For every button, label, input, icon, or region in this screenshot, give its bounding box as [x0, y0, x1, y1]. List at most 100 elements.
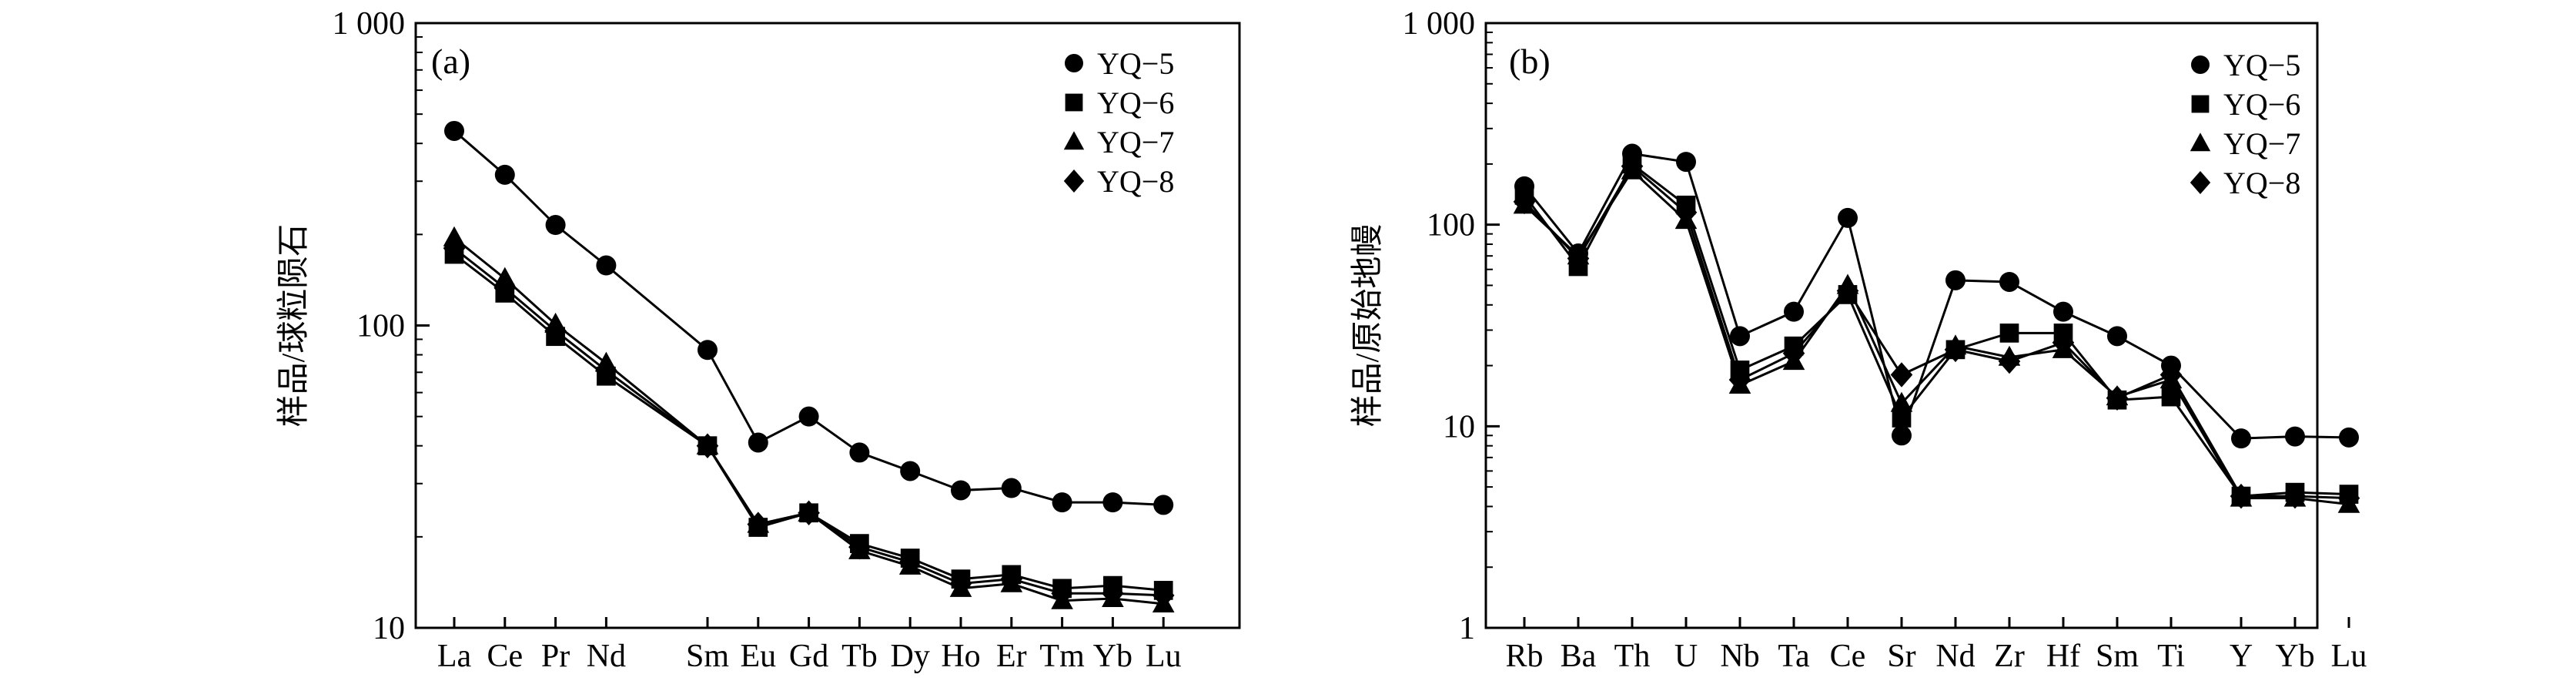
- data-point-circle: [2231, 428, 2251, 449]
- x-tick-label: Er: [996, 639, 1027, 674]
- data-point-diamond: [1567, 246, 1590, 271]
- data-point-diamond: [1102, 581, 1124, 606]
- x-tick-label: Th: [1614, 639, 1651, 674]
- data-point-circle: [951, 480, 971, 501]
- data-point-diamond: [798, 500, 820, 526]
- x-tick-label: Zr: [1994, 639, 2025, 674]
- x-tick-label: Ba: [1561, 639, 1597, 674]
- data-point-circle: [798, 406, 819, 427]
- data-point-circle: [2339, 427, 2359, 448]
- data-point-circle: [1676, 152, 1696, 173]
- x-tick-label: Ta: [1778, 639, 1810, 674]
- data-point-circle: [1784, 301, 1804, 322]
- legend-marker-circle: [1065, 54, 1083, 72]
- x-tick-label: Dy: [891, 639, 930, 674]
- legend-label: YQ−6: [1097, 86, 1174, 120]
- legend-label: YQ−6: [2223, 87, 2300, 122]
- data-point-circle: [900, 461, 921, 481]
- data-point-diamond: [1051, 581, 1073, 606]
- data-point-circle: [1945, 270, 1965, 290]
- legend-label: YQ−7: [1097, 125, 1174, 159]
- y-tick-label: 10: [1443, 409, 1475, 444]
- legend-label: YQ−7: [2223, 126, 2300, 161]
- data-point-diamond: [2230, 483, 2253, 509]
- data-point-circle: [2053, 301, 2073, 322]
- data-point-diamond: [1674, 200, 1698, 226]
- series-line-square: [1523, 162, 2350, 498]
- x-tick-label: Ti: [2157, 639, 2185, 674]
- data-point-circle: [596, 255, 617, 276]
- data-point-diamond: [898, 549, 922, 575]
- x-tick-label: La: [437, 639, 472, 674]
- chart-panel-b: 1 10 100 1 000 Rb Ba Th U Nb Ta Ce Sr Nd Zr Hf Sm Ti Y Yb L…: [1350, 6, 2367, 674]
- data-point-diamond: [1152, 582, 1175, 609]
- data-point-diamond: [747, 512, 770, 537]
- data-point-diamond: [1998, 348, 2021, 374]
- x-tick-label: Rb: [1505, 639, 1543, 674]
- legend-marker-square: [1065, 93, 1083, 112]
- x-tick-label: Tm: [1039, 639, 1085, 674]
- legend-label: YQ−5: [2223, 48, 2300, 82]
- panel-label: (b): [1509, 42, 1551, 81]
- data-point-diamond: [1890, 362, 1913, 387]
- data-point-diamond: [493, 275, 517, 301]
- data-point-circle: [1052, 492, 1072, 513]
- legend-label: YQ−5: [1097, 46, 1174, 81]
- data-point-diamond: [2106, 385, 2129, 411]
- data-point-diamond: [544, 318, 567, 344]
- x-tick-label: Hf: [2046, 639, 2080, 674]
- legend-marker-triangle: [2190, 133, 2211, 152]
- x-tick-label: Lu: [1146, 639, 1182, 674]
- data-point-circle: [1892, 425, 1912, 446]
- y-tick-label: 100: [356, 309, 405, 344]
- legend-marker-triangle: [1063, 131, 1085, 150]
- data-point-circle: [1153, 495, 1174, 515]
- data-point-diamond: [2052, 330, 2075, 355]
- data-point-diamond: [1513, 189, 1536, 215]
- y-tick-label: 1 000: [1403, 6, 1476, 42]
- data-point-diamond: [1836, 278, 1859, 304]
- series-line-circle: [453, 129, 1164, 506]
- data-point-diamond: [1728, 367, 1751, 393]
- x-tick-label: Pr: [541, 639, 570, 674]
- x-tick-label: U: [1674, 639, 1698, 674]
- data-point-circle: [444, 120, 464, 141]
- data-point-diamond: [1944, 337, 1967, 363]
- data-point-circle: [2107, 326, 2127, 347]
- data-point-diamond: [949, 571, 972, 596]
- series-line-triangle: [1523, 169, 2350, 506]
- data-point-diamond: [1782, 340, 1805, 366]
- x-tick-label: Ce: [487, 639, 523, 674]
- data-point-diamond: [696, 433, 719, 458]
- legend-marker-diamond: [1063, 169, 1085, 193]
- data-point-diamond: [848, 534, 871, 560]
- x-tick-label: Ho: [941, 639, 980, 674]
- data-point-diamond: [1621, 153, 1644, 179]
- x-tick-label: Yb: [2275, 639, 2314, 674]
- series-line-circle: [1523, 152, 2350, 440]
- legend-marker-circle: [2191, 55, 2210, 74]
- data-point-square: [1999, 323, 2019, 343]
- data-point-diamond: [443, 236, 466, 261]
- x-tick-label: Y: [2230, 639, 2253, 674]
- data-point-circle: [1102, 492, 1123, 513]
- y-axis-label: 样品/原始地幔: [1350, 224, 1386, 428]
- data-point-diamond: [2159, 362, 2183, 387]
- legend-label: YQ−8: [1097, 164, 1174, 199]
- x-tick-label: Yb: [1093, 639, 1132, 674]
- data-point-circle: [2285, 426, 2305, 447]
- series-line-diamond: [1523, 164, 2350, 500]
- data-point-circle: [545, 215, 566, 236]
- data-point-triangle: [1890, 391, 1913, 412]
- x-tick-label: Sm: [2096, 639, 2139, 674]
- y-tick-label: 10: [373, 611, 405, 646]
- y-axis-label: 样品/球粒陨石: [276, 224, 312, 428]
- data-point-diamond: [1000, 566, 1023, 592]
- legend-marker-diamond: [2190, 171, 2211, 194]
- data-point-circle: [1838, 207, 1858, 228]
- data-point-diamond: [2283, 483, 2307, 509]
- x-tick-label: Nd: [1935, 639, 1975, 674]
- y-tick-label: 1 000: [333, 6, 406, 42]
- panel-label: (a): [431, 42, 470, 81]
